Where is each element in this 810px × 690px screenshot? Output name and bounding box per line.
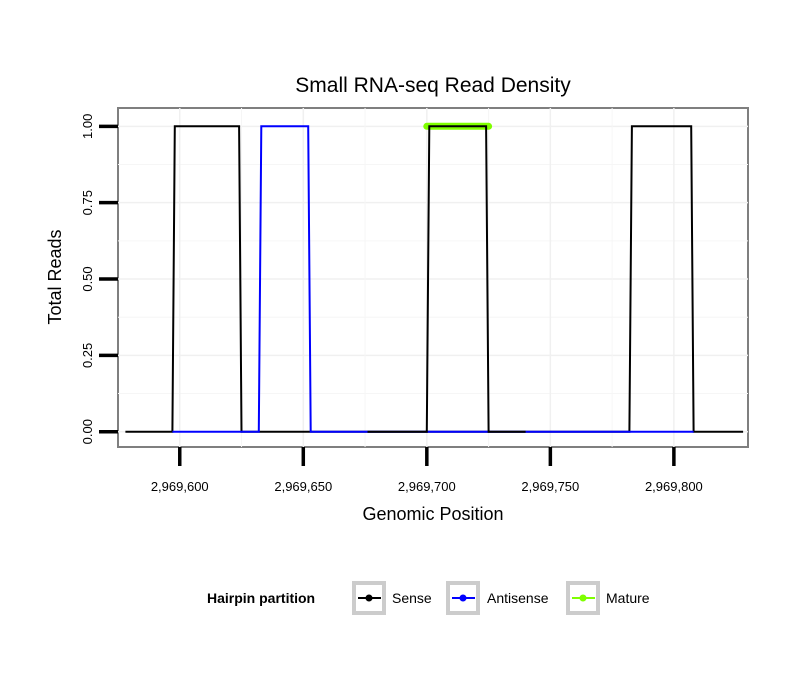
axes-group: 0.00 0.25 0.50 0.75 1.00 2,969,600 2,969,650 2,…	[80, 114, 703, 494]
legend-label-antisense: Antisense	[487, 590, 549, 606]
y-tick-label-2: 0.50	[80, 266, 95, 291]
legend-key-dot-antisense	[459, 594, 467, 602]
series-group	[125, 122, 744, 433]
legend-item-mature: Mature	[566, 581, 650, 615]
legend: Hairpin partition Sense Antisense Mature	[207, 581, 650, 615]
x-tick-label-4: 2,969,800	[645, 479, 703, 494]
series-line-sense-3	[367, 125, 526, 433]
chart-title: Small RNA-seq Read Density	[295, 74, 571, 97]
legend-item-sense: Sense	[352, 581, 432, 615]
legend-key-dot-sense	[365, 594, 373, 602]
legend-key-dot-mature	[579, 594, 587, 602]
legend-title: Hairpin partition	[207, 590, 315, 606]
x-tick-label-1: 2,969,650	[274, 479, 332, 494]
series-line-antisense-1	[172, 125, 694, 433]
x-tick-label-2: 2,969,700	[398, 479, 456, 494]
y-tick-label-4: 1.00	[80, 114, 95, 139]
y-tick-label-0: 0.00	[80, 419, 95, 444]
legend-item-antisense: Antisense	[446, 581, 549, 615]
plot-panel	[117, 107, 749, 448]
x-tick-label-3: 2,969,750	[521, 479, 579, 494]
legend-label-sense: Sense	[392, 590, 432, 606]
x-axis-title: Genomic Position	[362, 504, 503, 524]
legend-label-mature: Mature	[606, 590, 650, 606]
x-tick-label-0: 2,969,600	[151, 479, 209, 494]
y-tick-label-1: 0.25	[80, 343, 95, 368]
y-axis-title: Total Reads	[45, 229, 65, 324]
y-tick-label-3: 0.75	[80, 190, 95, 215]
